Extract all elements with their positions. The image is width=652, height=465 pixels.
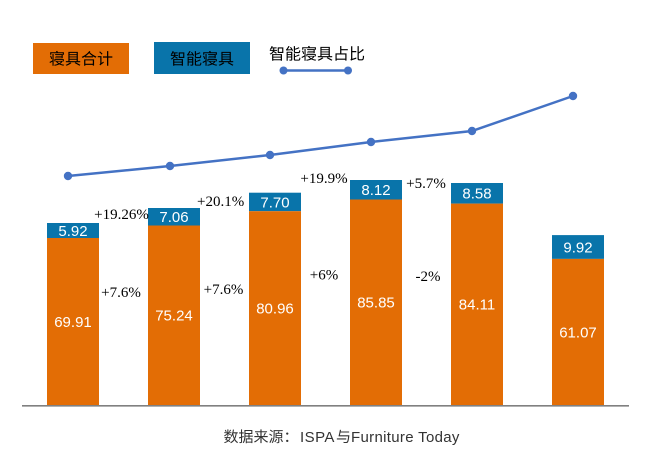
svg-text:+5.7%: +5.7% (406, 176, 446, 192)
svg-text:+19.26%: +19.26% (94, 207, 149, 223)
svg-text:7.70: 7.70 (260, 194, 289, 211)
svg-text:+7.6%: +7.6% (101, 285, 141, 301)
svg-text:+7.6%: +7.6% (204, 282, 244, 298)
svg-text:75.24: 75.24 (155, 308, 193, 325)
svg-text:+19.9%: +19.9% (300, 171, 347, 187)
svg-text:5.92: 5.92 (58, 223, 87, 240)
svg-text:69.91: 69.91 (54, 314, 92, 331)
svg-text:+6%: +6% (310, 267, 338, 283)
svg-text:80.96: 80.96 (256, 300, 294, 317)
svg-text:ISPA: ISPA (300, 429, 335, 446)
svg-text:Furniture Today: Furniture Today (351, 429, 460, 446)
svg-text:-2%: -2% (416, 269, 441, 285)
svg-text:8.12: 8.12 (361, 182, 390, 199)
svg-text:+20.1%: +20.1% (197, 194, 244, 210)
svg-text:84.11: 84.11 (459, 297, 495, 314)
svg-text:7.06: 7.06 (159, 209, 188, 226)
svg-text:61.07: 61.07 (559, 324, 597, 341)
svg-text:85.85: 85.85 (357, 295, 395, 312)
svg-text:8.58: 8.58 (462, 186, 491, 203)
svg-text:9.92: 9.92 (563, 239, 592, 256)
